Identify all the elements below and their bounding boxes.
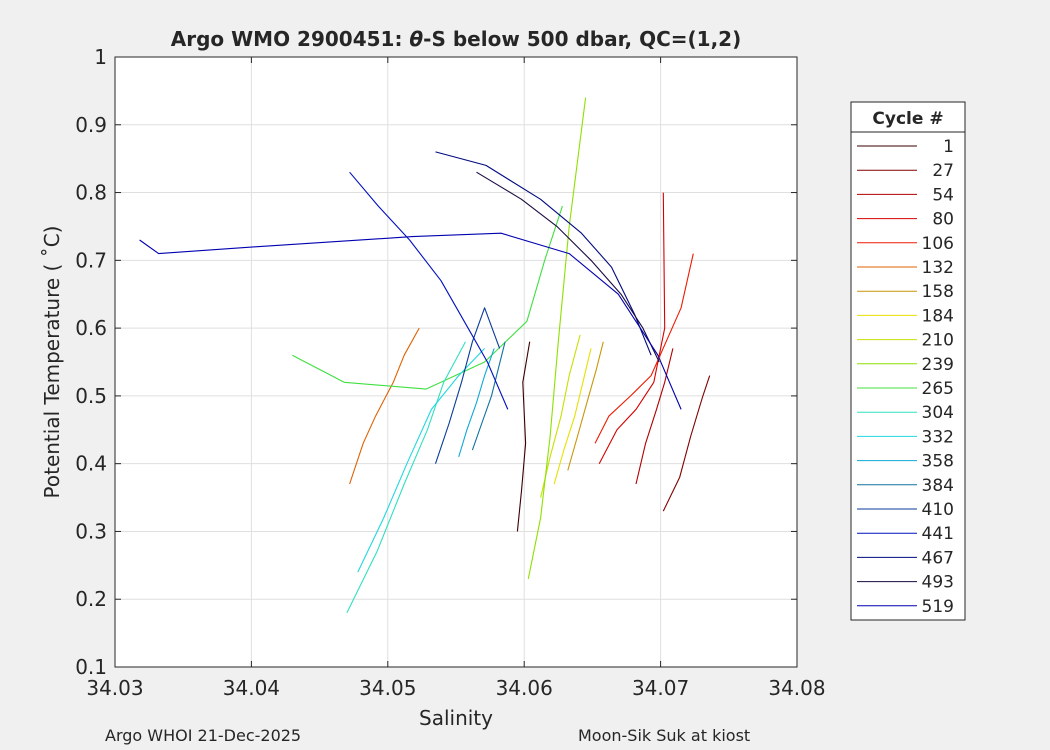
series-line-cycle-54 bbox=[635, 348, 674, 485]
y-tick-label: 0.7 bbox=[75, 248, 107, 272]
footer-right: Moon-Sik Suk at kiost bbox=[578, 726, 750, 745]
series-line-cycle-441 bbox=[349, 171, 509, 410]
y-tick-label: 0.1 bbox=[75, 655, 107, 679]
legend-title: Cycle # bbox=[872, 109, 943, 129]
x-axis-label: Salinity bbox=[419, 706, 493, 730]
y-tick-label: 0.6 bbox=[75, 316, 107, 340]
series-line-cycle-210 bbox=[540, 334, 581, 498]
series-line-cycle-1 bbox=[516, 341, 531, 532]
legend-label: 54 bbox=[932, 185, 954, 205]
series-line-cycle-358 bbox=[458, 348, 495, 458]
series-line-cycle-239 bbox=[527, 97, 587, 580]
x-tick-label: 34.05 bbox=[359, 676, 416, 700]
series-line-cycle-384 bbox=[471, 341, 506, 451]
chart-title: Argo WMO 2900451: θ-S below 500 dbar, QC… bbox=[171, 27, 741, 51]
series-line-cycle-80 bbox=[598, 192, 666, 464]
y-tick-label: 0.5 bbox=[75, 384, 107, 408]
series-line-cycle-106 bbox=[594, 253, 694, 444]
series-line-cycle-332 bbox=[357, 348, 485, 573]
series-line-cycle-27 bbox=[662, 375, 711, 512]
y-tick-label: 0.9 bbox=[75, 113, 107, 137]
y-axis-label: Potential Temperature ( ˚C) bbox=[40, 226, 64, 499]
legend-label: 239 bbox=[922, 355, 954, 375]
y-tick-label: 0.2 bbox=[75, 587, 107, 611]
legend-label: 441 bbox=[922, 524, 954, 544]
y-tick-label: 0.3 bbox=[75, 519, 107, 543]
legend: Cycle # 1 27 54 80 106 132 158 184 210 239 265 304 3… bbox=[850, 101, 966, 621]
x-tick-label: 34.03 bbox=[86, 676, 143, 700]
legend-label: 210 bbox=[922, 331, 954, 351]
legend-label: 410 bbox=[922, 500, 954, 520]
legend-label: 493 bbox=[922, 573, 954, 593]
y-tick-label: 1 bbox=[94, 45, 107, 69]
chart-title-suffix: -S below 500 dbar, QC=(1,2) bbox=[423, 27, 741, 51]
legend-label: 467 bbox=[922, 548, 954, 568]
legend-label: 106 bbox=[922, 234, 954, 254]
legend-label: 384 bbox=[922, 476, 954, 496]
legend-label: 184 bbox=[922, 306, 954, 326]
chart-title-theta: θ bbox=[409, 27, 423, 51]
legend-label: 132 bbox=[922, 258, 954, 278]
legend-label: 358 bbox=[922, 452, 954, 472]
footer-left: Argo WHOI 21-Dec-2025 bbox=[105, 726, 301, 745]
legend-label: 158 bbox=[922, 282, 954, 302]
legend-label: 519 bbox=[922, 597, 954, 617]
series-line-cycle-493 bbox=[476, 171, 660, 363]
legend-label: 80 bbox=[932, 210, 954, 230]
legend-label: 332 bbox=[922, 427, 954, 447]
series-line-cycle-304 bbox=[346, 341, 466, 614]
x-tick-label: 34.04 bbox=[223, 676, 280, 700]
plot-frame bbox=[114, 56, 798, 668]
chart-title-prefix: Argo WMO 2900451: bbox=[171, 27, 410, 51]
legend-label: 27 bbox=[932, 161, 954, 181]
series-line-cycle-519 bbox=[139, 232, 682, 410]
x-tick-label: 34.08 bbox=[768, 676, 825, 700]
legend-label: 304 bbox=[922, 403, 954, 423]
series-line-cycle-132 bbox=[349, 327, 420, 485]
plot-area bbox=[115, 57, 797, 667]
y-tick-label: 0.4 bbox=[75, 452, 107, 476]
data-series bbox=[139, 97, 711, 614]
series-line-cycle-184 bbox=[553, 348, 592, 485]
axis-ticks: 34.03 34.04 34.05 34.06 34.07 34.08 0.1 0.2 0.3 0… bbox=[75, 45, 825, 700]
legend-label: 265 bbox=[922, 379, 954, 399]
series-line-cycle-410 bbox=[434, 307, 501, 464]
series-line-cycle-158 bbox=[567, 341, 604, 471]
series-line-cycle-265 bbox=[292, 205, 563, 390]
x-tick-label: 34.07 bbox=[632, 676, 689, 700]
legend-label: 1 bbox=[943, 137, 954, 157]
y-tick-label: 0.8 bbox=[75, 181, 107, 205]
x-tick-label: 34.06 bbox=[496, 676, 553, 700]
legend-entries: 1 27 54 80 106 132 158 184 210 239 265 304 332 358 384… bbox=[857, 137, 954, 617]
